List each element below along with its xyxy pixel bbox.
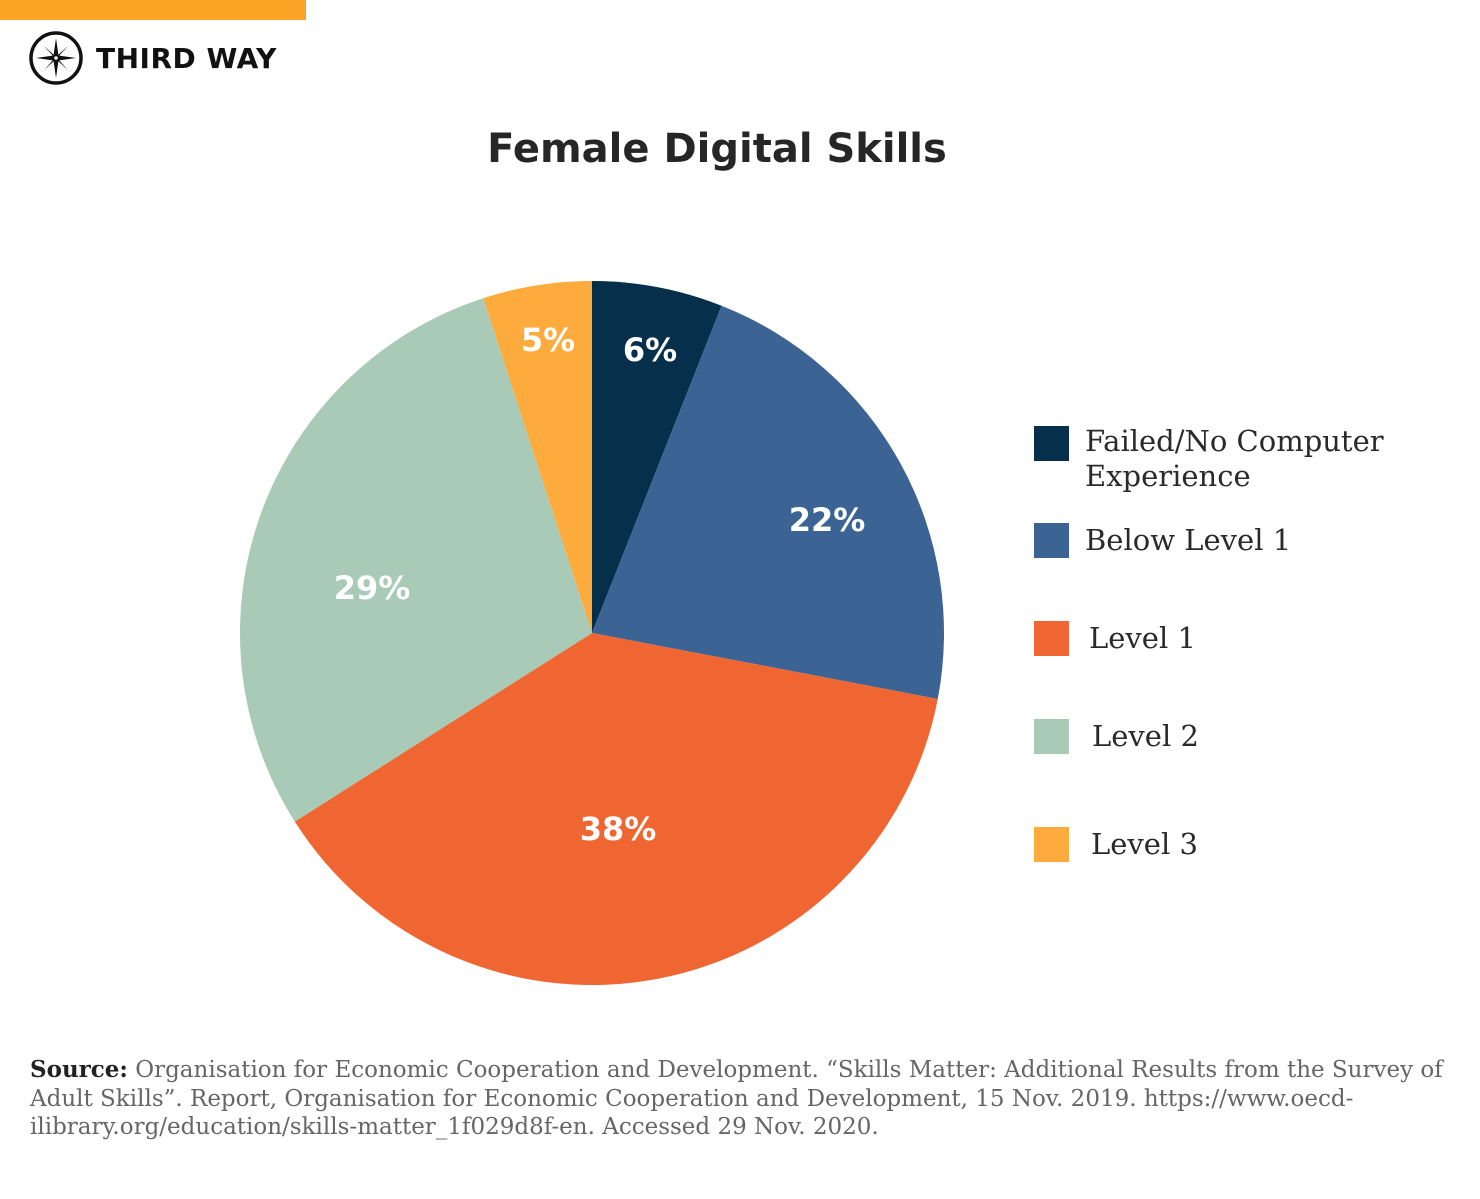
legend-item-below-level-1: Below Level 1 xyxy=(1034,523,1405,558)
brand-name: THIRD WAY xyxy=(96,41,277,75)
pie-slice-below-level-1 xyxy=(592,305,944,699)
pie-slice-level-3 xyxy=(483,281,592,633)
slice-label-below-level-1: 22% xyxy=(789,501,866,539)
legend-label: Failed/No Computer Experience xyxy=(1085,424,1384,493)
pie-slice-level-1 xyxy=(294,633,938,986)
legend-item-level-2: Level 2 xyxy=(1034,719,1412,754)
slice-label-level-1: 38% xyxy=(580,810,657,848)
legend-label: Below Level 1 xyxy=(1085,523,1292,557)
pie-slice-failed xyxy=(592,281,722,633)
third-way-logo: THIRD WAY xyxy=(28,30,277,86)
legend-item-level-3: Level 3 xyxy=(1034,827,1411,862)
slice-label-level-3: 5% xyxy=(521,321,575,359)
slice-label-level-2: 29% xyxy=(334,569,411,607)
slice-label-failed: 6% xyxy=(623,331,677,369)
top-accent-bar xyxy=(0,0,306,20)
source-prefix: Source: xyxy=(30,1056,128,1083)
pie-slice-level-2 xyxy=(240,298,593,822)
legend-label: Level 2 xyxy=(1092,719,1199,753)
legend-swatch xyxy=(1034,523,1069,558)
legend-item-failed: Failed/No Computer Experience xyxy=(1034,424,1385,494)
legend-label: Level 3 xyxy=(1091,827,1198,861)
source-note: Source: Organisation for Economic Cooper… xyxy=(30,1056,1450,1142)
legend-swatch xyxy=(1034,621,1069,656)
legend-swatch xyxy=(1034,426,1069,461)
chart-title: Female Digital Skills xyxy=(487,126,947,172)
legend-item-level-1: Level 1 xyxy=(1034,621,1409,656)
compass-star-icon xyxy=(29,31,83,85)
legend-swatch xyxy=(1034,719,1069,754)
source-text: Organisation for Economic Cooperation an… xyxy=(30,1057,1443,1140)
legend-label: Level 1 xyxy=(1089,621,1196,655)
legend-swatch xyxy=(1034,827,1069,862)
